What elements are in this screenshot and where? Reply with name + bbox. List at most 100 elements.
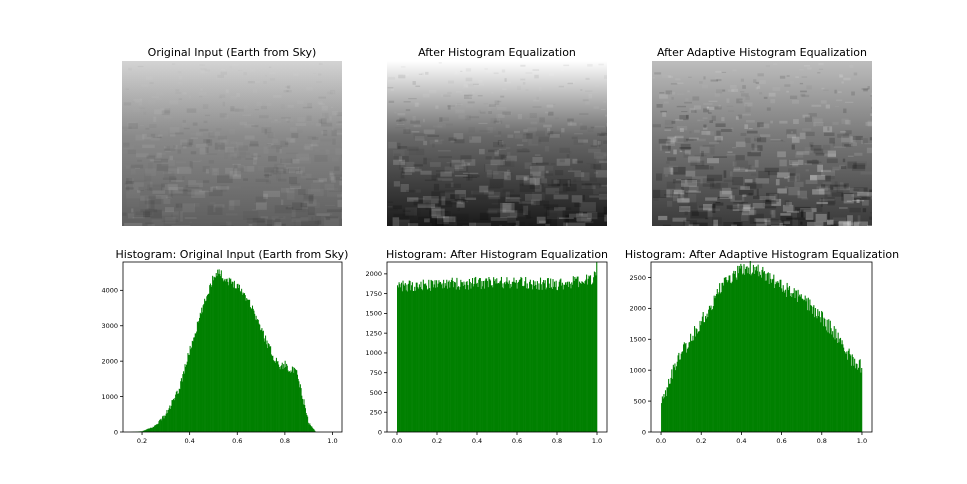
histogram-bar [206,296,208,432]
histogram-bar [802,298,804,432]
histogram-bar [466,281,468,432]
histogram-bar [526,283,528,432]
histogram-bar [696,329,698,432]
histogram-bar [162,416,164,432]
histogram-bar [502,283,504,432]
histogram-bar [425,283,427,432]
histogram-bar [683,342,685,432]
histogram-bar [820,322,822,432]
histogram-bar [443,287,445,432]
histogram-bar [314,430,316,432]
y-tick-label: 500 [370,389,382,397]
histogram-bar [704,322,706,432]
histogram-bar [472,286,474,432]
histogram-bar [715,294,718,432]
histogram-bar [585,279,587,432]
histogram-bar [846,351,848,432]
histogram-bar [507,282,509,432]
histogram-bar [209,285,211,432]
y-tick-label: 750 [370,369,382,377]
histogram-bar [507,283,510,432]
histogram-bar [744,274,746,432]
histogram-bar [577,276,579,432]
histogram-bar [777,281,779,432]
histogram-bar [682,351,684,432]
histogram-bar [218,269,220,432]
histogram-bar [427,288,429,432]
histogram-bar [438,280,440,432]
histogram-bar [836,343,838,432]
histogram-bar [757,264,759,432]
histogram-bar [220,270,222,432]
histogram-bar [496,278,498,432]
histogram-bar [779,279,781,432]
histogram-bar [860,372,862,432]
histogram-bar [499,281,501,432]
histogram-bar [292,367,294,432]
histogram-bar [149,428,151,432]
histogram-bar [201,312,203,432]
histogram-bar [296,370,298,432]
histogram-bar [589,276,591,432]
histogram-bar [746,266,748,432]
histogram-bar [191,347,193,432]
histogram-bar [715,295,717,432]
histogram-bar [307,416,309,432]
histogram-bar [559,279,561,432]
histogram-bar [264,341,266,432]
histogram-bar [230,278,232,432]
histogram-bar [210,286,212,432]
histogram-bar [735,277,737,432]
histogram-bar [770,278,772,432]
histogram-bar [695,328,697,432]
histogram-bar [788,290,790,432]
histogram-bar [741,274,743,432]
x-tick-label: 0.8 [817,437,827,445]
y-tick-label: 2500 [629,274,646,282]
histogram-bar [186,361,188,432]
histogram-bar [183,371,185,432]
histogram-bar [534,281,536,432]
histogram-bar [767,272,769,432]
histogram-bar [191,340,193,432]
histogram-bar [168,408,170,432]
histogram-bar [483,288,485,432]
y-tick-label: 1000 [101,393,118,401]
histogram-bar [824,318,826,432]
histogram-bar [845,353,847,432]
histogram-bar [664,397,666,432]
histogram-bar [858,367,860,432]
histogram-bar [419,287,421,432]
histogram-bar [477,286,479,432]
histogram-bar [230,283,232,432]
histogram-bar [313,429,315,432]
x-tick-label: 0.6 [776,437,786,445]
histogram-bar [672,378,674,432]
histogram-2: Histogram: After Adaptive Histogram Equa… [625,248,899,445]
histogram-bar [153,427,155,432]
histogram-bar [525,288,527,432]
histogram-bar [211,285,213,432]
histogram-bar [215,273,217,432]
histogram-bar [555,280,557,432]
histogram-bar [201,307,203,432]
histogram-bar [484,280,486,432]
histogram-bar [310,425,312,432]
histogram-bar [312,428,314,432]
histogram-bar [758,276,760,432]
histogram-bar [436,280,438,432]
histogram-bar [847,350,849,432]
histogram-bar [792,293,794,432]
histogram-bar [772,278,774,432]
histogram-bar [794,298,796,432]
histogram-bar [561,285,563,432]
histogram-frame-2 [650,261,873,433]
histogram-bar [298,381,300,432]
histogram-bar [579,281,581,432]
histogram-bar [308,424,310,432]
y-tick-label: 3000 [101,322,118,330]
histogram-bar [677,355,679,432]
histogram-bar [574,276,576,432]
histogram-bar [405,290,407,432]
histogram-bar [265,335,267,432]
